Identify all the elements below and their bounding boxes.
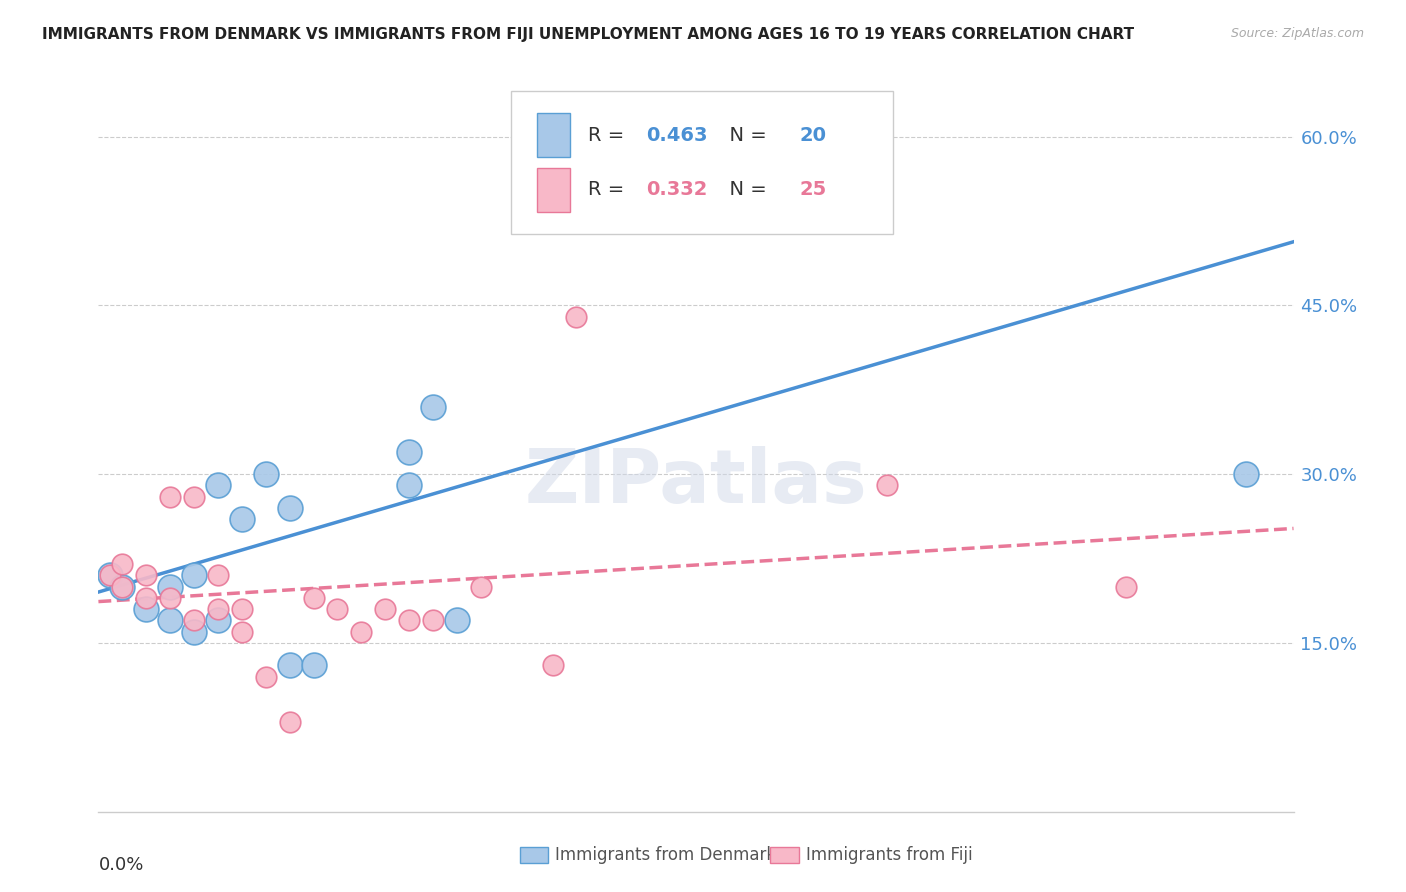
Text: R =: R = [589,180,631,200]
Text: Source: ZipAtlas.com: Source: ZipAtlas.com [1230,27,1364,40]
Point [565,310,588,324]
Text: 0.0%: 0.0% [98,855,143,873]
Point [159,490,181,504]
Point [278,500,301,515]
Point [111,580,134,594]
Point [135,591,157,605]
Point [111,557,134,571]
Point [470,580,492,594]
Point [207,614,229,628]
Text: Immigrants from Fiji: Immigrants from Fiji [806,846,973,863]
Text: 0.332: 0.332 [645,180,707,200]
Point [302,658,325,673]
Text: N =: N = [717,180,773,200]
FancyBboxPatch shape [537,113,571,157]
Point [374,602,396,616]
Point [302,591,325,605]
Point [183,624,205,639]
Point [398,478,420,492]
Point [111,580,134,594]
Point [422,400,444,414]
Point [183,490,205,504]
Text: IMMIGRANTS FROM DENMARK VS IMMIGRANTS FROM FIJI UNEMPLOYMENT AMONG AGES 16 TO 19: IMMIGRANTS FROM DENMARK VS IMMIGRANTS FR… [42,27,1135,42]
Point [207,568,229,582]
Point [98,568,122,582]
Point [159,580,181,594]
Point [135,568,157,582]
Point [709,163,731,178]
Point [876,478,898,492]
Point [254,467,277,482]
Text: 25: 25 [800,180,827,200]
Point [350,624,373,639]
Point [1115,580,1137,594]
Point [183,614,205,628]
Text: ZIPatlas: ZIPatlas [524,446,868,519]
Point [231,624,253,639]
Point [398,444,420,458]
Point [207,602,229,616]
FancyBboxPatch shape [510,91,893,234]
Text: Immigrants from Denmark: Immigrants from Denmark [555,846,776,863]
Point [278,658,301,673]
Point [207,478,229,492]
Point [278,714,301,729]
Point [159,591,181,605]
Point [231,512,253,526]
Point [422,614,444,628]
Point [446,614,468,628]
Text: N =: N = [717,126,773,145]
Point [135,602,157,616]
Point [159,614,181,628]
Point [398,614,420,628]
Point [326,602,349,616]
Point [541,658,564,673]
Point [231,602,253,616]
Point [183,568,205,582]
Point [254,670,277,684]
FancyBboxPatch shape [537,168,571,212]
Text: 0.463: 0.463 [645,126,707,145]
Text: 20: 20 [800,126,827,145]
Point [661,163,683,178]
Text: R =: R = [589,126,631,145]
Point [1234,467,1257,482]
Point [98,568,122,582]
